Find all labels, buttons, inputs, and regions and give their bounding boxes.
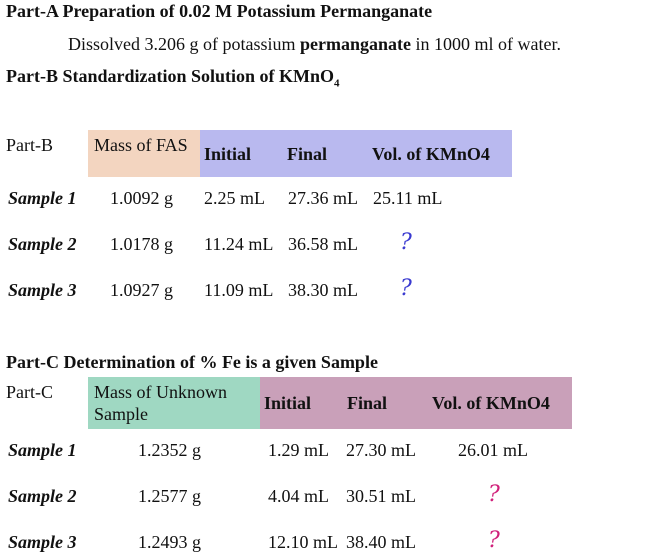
- handwritten-mark: ?: [400, 276, 412, 301]
- subscript: 4: [334, 77, 340, 90]
- cell-value: 1.0927 g: [110, 280, 173, 300]
- part-a-text: Dissolved 3.206 g of potassium permangan…: [68, 34, 561, 55]
- text: Dissolved 3.206 g of potassium: [68, 34, 300, 54]
- cell-value: 1.2493 g: [138, 532, 201, 552]
- cell-value: 1.0092 g: [110, 188, 173, 208]
- cell-value: 38.40 mL: [346, 532, 416, 552]
- cell-value: 30.51 mL: [346, 486, 416, 506]
- cell-value: 26.01 mL: [458, 440, 528, 460]
- handwritten-mark: ?: [488, 482, 500, 507]
- header-cell: Final: [343, 377, 428, 429]
- header-cell: Mass of FAS: [88, 130, 200, 177]
- title: Part-B Standardization Solution of KMnO: [6, 66, 335, 86]
- header-cell: Initial: [260, 377, 343, 429]
- cell-value: 12.10 mL: [268, 532, 338, 552]
- part-a-title: Part-A Preparation of 0.02 M Potassium P…: [6, 1, 433, 21]
- cell-value: 36.58 mL: [288, 234, 358, 254]
- cell-value: 11.09 mL: [204, 280, 274, 300]
- cell-value: 27.36 mL: [288, 188, 358, 208]
- cell-value: 11.24 mL: [204, 234, 274, 254]
- cell-value: 1.29 mL: [268, 440, 329, 460]
- part-c-title: Part-C Determination of % Fe is a given …: [6, 352, 378, 372]
- cell-value: 1.2577 g: [138, 486, 201, 506]
- text: in 1000 ml of water.: [411, 34, 561, 54]
- header-cell: Vol. of KMnO4: [368, 130, 512, 177]
- header-cell: Part-C: [0, 377, 88, 429]
- part-b-title: Part-B Standardization Solution of KMnO4: [6, 66, 340, 90]
- cell-value: 27.30 mL: [346, 440, 416, 460]
- row-label: Sample 1: [8, 188, 77, 208]
- handwritten-mark: ?: [400, 230, 412, 255]
- header-cell: Part-B: [0, 130, 88, 177]
- row-label: Sample 2: [8, 234, 77, 254]
- row-label: Sample 3: [8, 532, 77, 552]
- header-cell: Mass of Unknown Sample: [88, 377, 260, 429]
- row-label: Sample 2: [8, 486, 77, 506]
- cell-value: 38.30 mL: [288, 280, 358, 300]
- header-cell: Vol. of KMnO4: [428, 377, 572, 429]
- row-label: Sample 1: [8, 440, 77, 460]
- cell-value: 25.11 mL: [373, 188, 443, 208]
- cell-value: 1.0178 g: [110, 234, 173, 254]
- cell-value: 1.2352 g: [138, 440, 201, 460]
- row-label: Sample 3: [8, 280, 77, 300]
- header-cell: Initial: [200, 130, 283, 177]
- cell-value: 2.25 mL: [204, 188, 265, 208]
- handwritten-mark: ?: [488, 528, 500, 553]
- cell-value: 4.04 mL: [268, 486, 329, 506]
- header-cell: Final: [283, 130, 368, 177]
- text-bold: permanganate: [300, 34, 411, 54]
